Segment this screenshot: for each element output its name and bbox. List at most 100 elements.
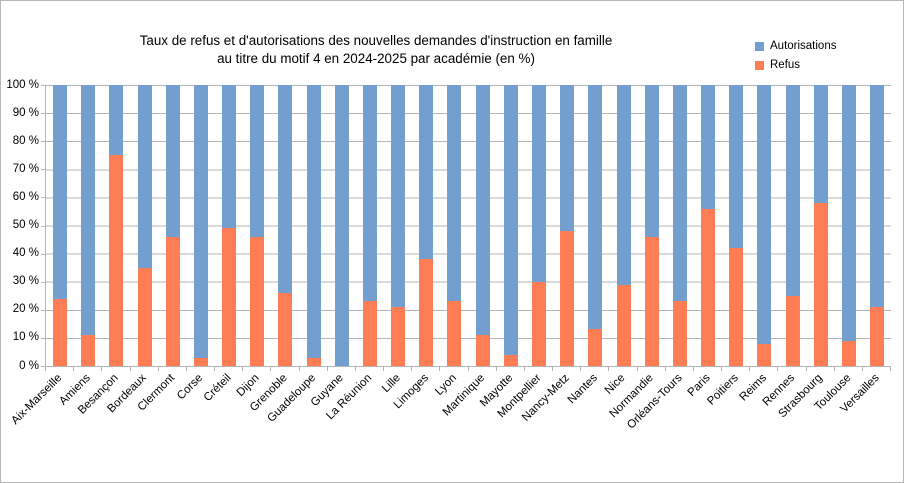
bar-segment-autorisations	[701, 85, 716, 209]
bar	[250, 85, 265, 366]
bar-segment-autorisations	[813, 85, 828, 204]
bar-stack	[722, 85, 750, 366]
bar-segment-refus	[278, 292, 293, 366]
bar-stack	[215, 85, 243, 366]
bar-segment-autorisations	[193, 85, 208, 358]
x-axis-label: Créteil	[201, 372, 234, 404]
bar	[222, 85, 237, 366]
bar-stack	[356, 85, 384, 366]
y-axis-tick	[41, 281, 45, 283]
bar-segment-autorisations	[81, 85, 96, 336]
bar-stack	[638, 85, 666, 366]
bar	[672, 85, 687, 366]
chart-title-line-2: au titre du motif 4 en 2024-2025 par aca…	[217, 50, 535, 66]
x-axis-tick	[608, 367, 610, 371]
x-axis-tick	[383, 367, 384, 371]
y-axis-label: 20 %	[12, 303, 39, 316]
bar	[644, 85, 659, 366]
bar	[813, 85, 828, 366]
bar-segment-autorisations	[588, 85, 603, 330]
y-axis-label: 10 %	[12, 331, 39, 344]
bar-segment-autorisations	[503, 85, 518, 355]
bar-stack	[46, 85, 74, 366]
bar-stack	[835, 85, 863, 366]
chart-title-line-1: Taux de refus et d'autorisations des nou…	[139, 33, 613, 48]
bar-stack	[300, 85, 328, 366]
bar-segment-refus	[785, 295, 800, 366]
bar	[841, 85, 856, 366]
bar-stack	[271, 85, 299, 366]
bar-segment-autorisations	[222, 85, 237, 229]
y-axis-label: 0 %	[19, 359, 39, 372]
bar	[53, 85, 68, 366]
bar-segment-autorisations	[165, 85, 180, 237]
y-axis-tick	[41, 197, 45, 199]
bar	[193, 85, 208, 366]
bar-segment-autorisations	[334, 85, 349, 366]
bar-stack	[553, 85, 581, 366]
bar	[278, 85, 293, 366]
y-axis-tick	[41, 366, 45, 367]
bar	[362, 85, 377, 366]
bar-segment-refus	[306, 357, 321, 366]
bar-stack	[102, 85, 130, 366]
bar-segment-refus	[419, 259, 434, 366]
bar-segment-autorisations	[785, 85, 800, 296]
y-axis-label: 90 %	[12, 106, 39, 119]
x-axis-label: Nice	[603, 372, 628, 397]
bar-stack	[440, 85, 468, 366]
y-axis-label: 60 %	[12, 190, 39, 203]
bar-stack	[187, 85, 215, 366]
x-axis-tick	[73, 367, 75, 371]
x-axis-tick	[467, 367, 469, 371]
x-axis-tick	[721, 367, 722, 371]
legend-item: Autorisations	[755, 40, 836, 52]
bar-stack	[609, 85, 637, 366]
bar-stack	[384, 85, 412, 366]
bar	[701, 85, 716, 366]
plot-area	[45, 85, 891, 367]
legend-item: Refus	[755, 59, 836, 71]
legend-label: Autorisations	[770, 40, 837, 52]
bar-segment-refus	[672, 301, 687, 366]
bar	[81, 85, 96, 366]
bar	[475, 85, 490, 366]
x-axis-label: Aix-Marseille	[9, 372, 65, 428]
y-axis-tick	[41, 141, 45, 143]
x-axis-tick	[890, 367, 891, 371]
bar-segment-autorisations	[109, 85, 124, 156]
bar-stack	[807, 85, 835, 366]
bar	[447, 85, 462, 366]
bar-segment-autorisations	[137, 85, 152, 268]
x-axis-label: Lille	[379, 372, 403, 395]
bar-stack	[581, 85, 609, 366]
x-axis-tick	[636, 367, 638, 371]
x-axis-tick	[298, 367, 300, 371]
bar-segment-refus	[532, 281, 546, 366]
bar	[503, 85, 518, 366]
chart-title: Taux de refus et d'autorisations des nou…	[56, 32, 696, 67]
bar-segment-refus	[475, 335, 490, 366]
y-axis-tick	[41, 337, 45, 339]
x-axis-tick	[439, 367, 441, 371]
bar-stack	[74, 85, 102, 366]
bar-segment-refus	[701, 208, 716, 366]
bar-segment-autorisations	[419, 85, 434, 260]
bar-segment-refus	[137, 267, 152, 366]
bar-stack	[469, 85, 497, 366]
bar	[588, 85, 603, 366]
bar	[616, 85, 631, 366]
bar-segment-refus	[841, 340, 856, 366]
x-axis-tick	[129, 367, 131, 371]
bar-stack	[863, 85, 891, 366]
bar-stack	[131, 85, 159, 366]
x-axis-tick	[242, 367, 244, 371]
bar-segment-refus	[616, 284, 631, 366]
x-axis-tick	[270, 367, 272, 371]
y-axis-tick	[41, 309, 45, 311]
bar-stack	[328, 85, 356, 366]
bar-stack	[666, 85, 694, 366]
legend: Autorisations Refus	[755, 40, 836, 78]
bar-segment-autorisations	[870, 85, 885, 307]
